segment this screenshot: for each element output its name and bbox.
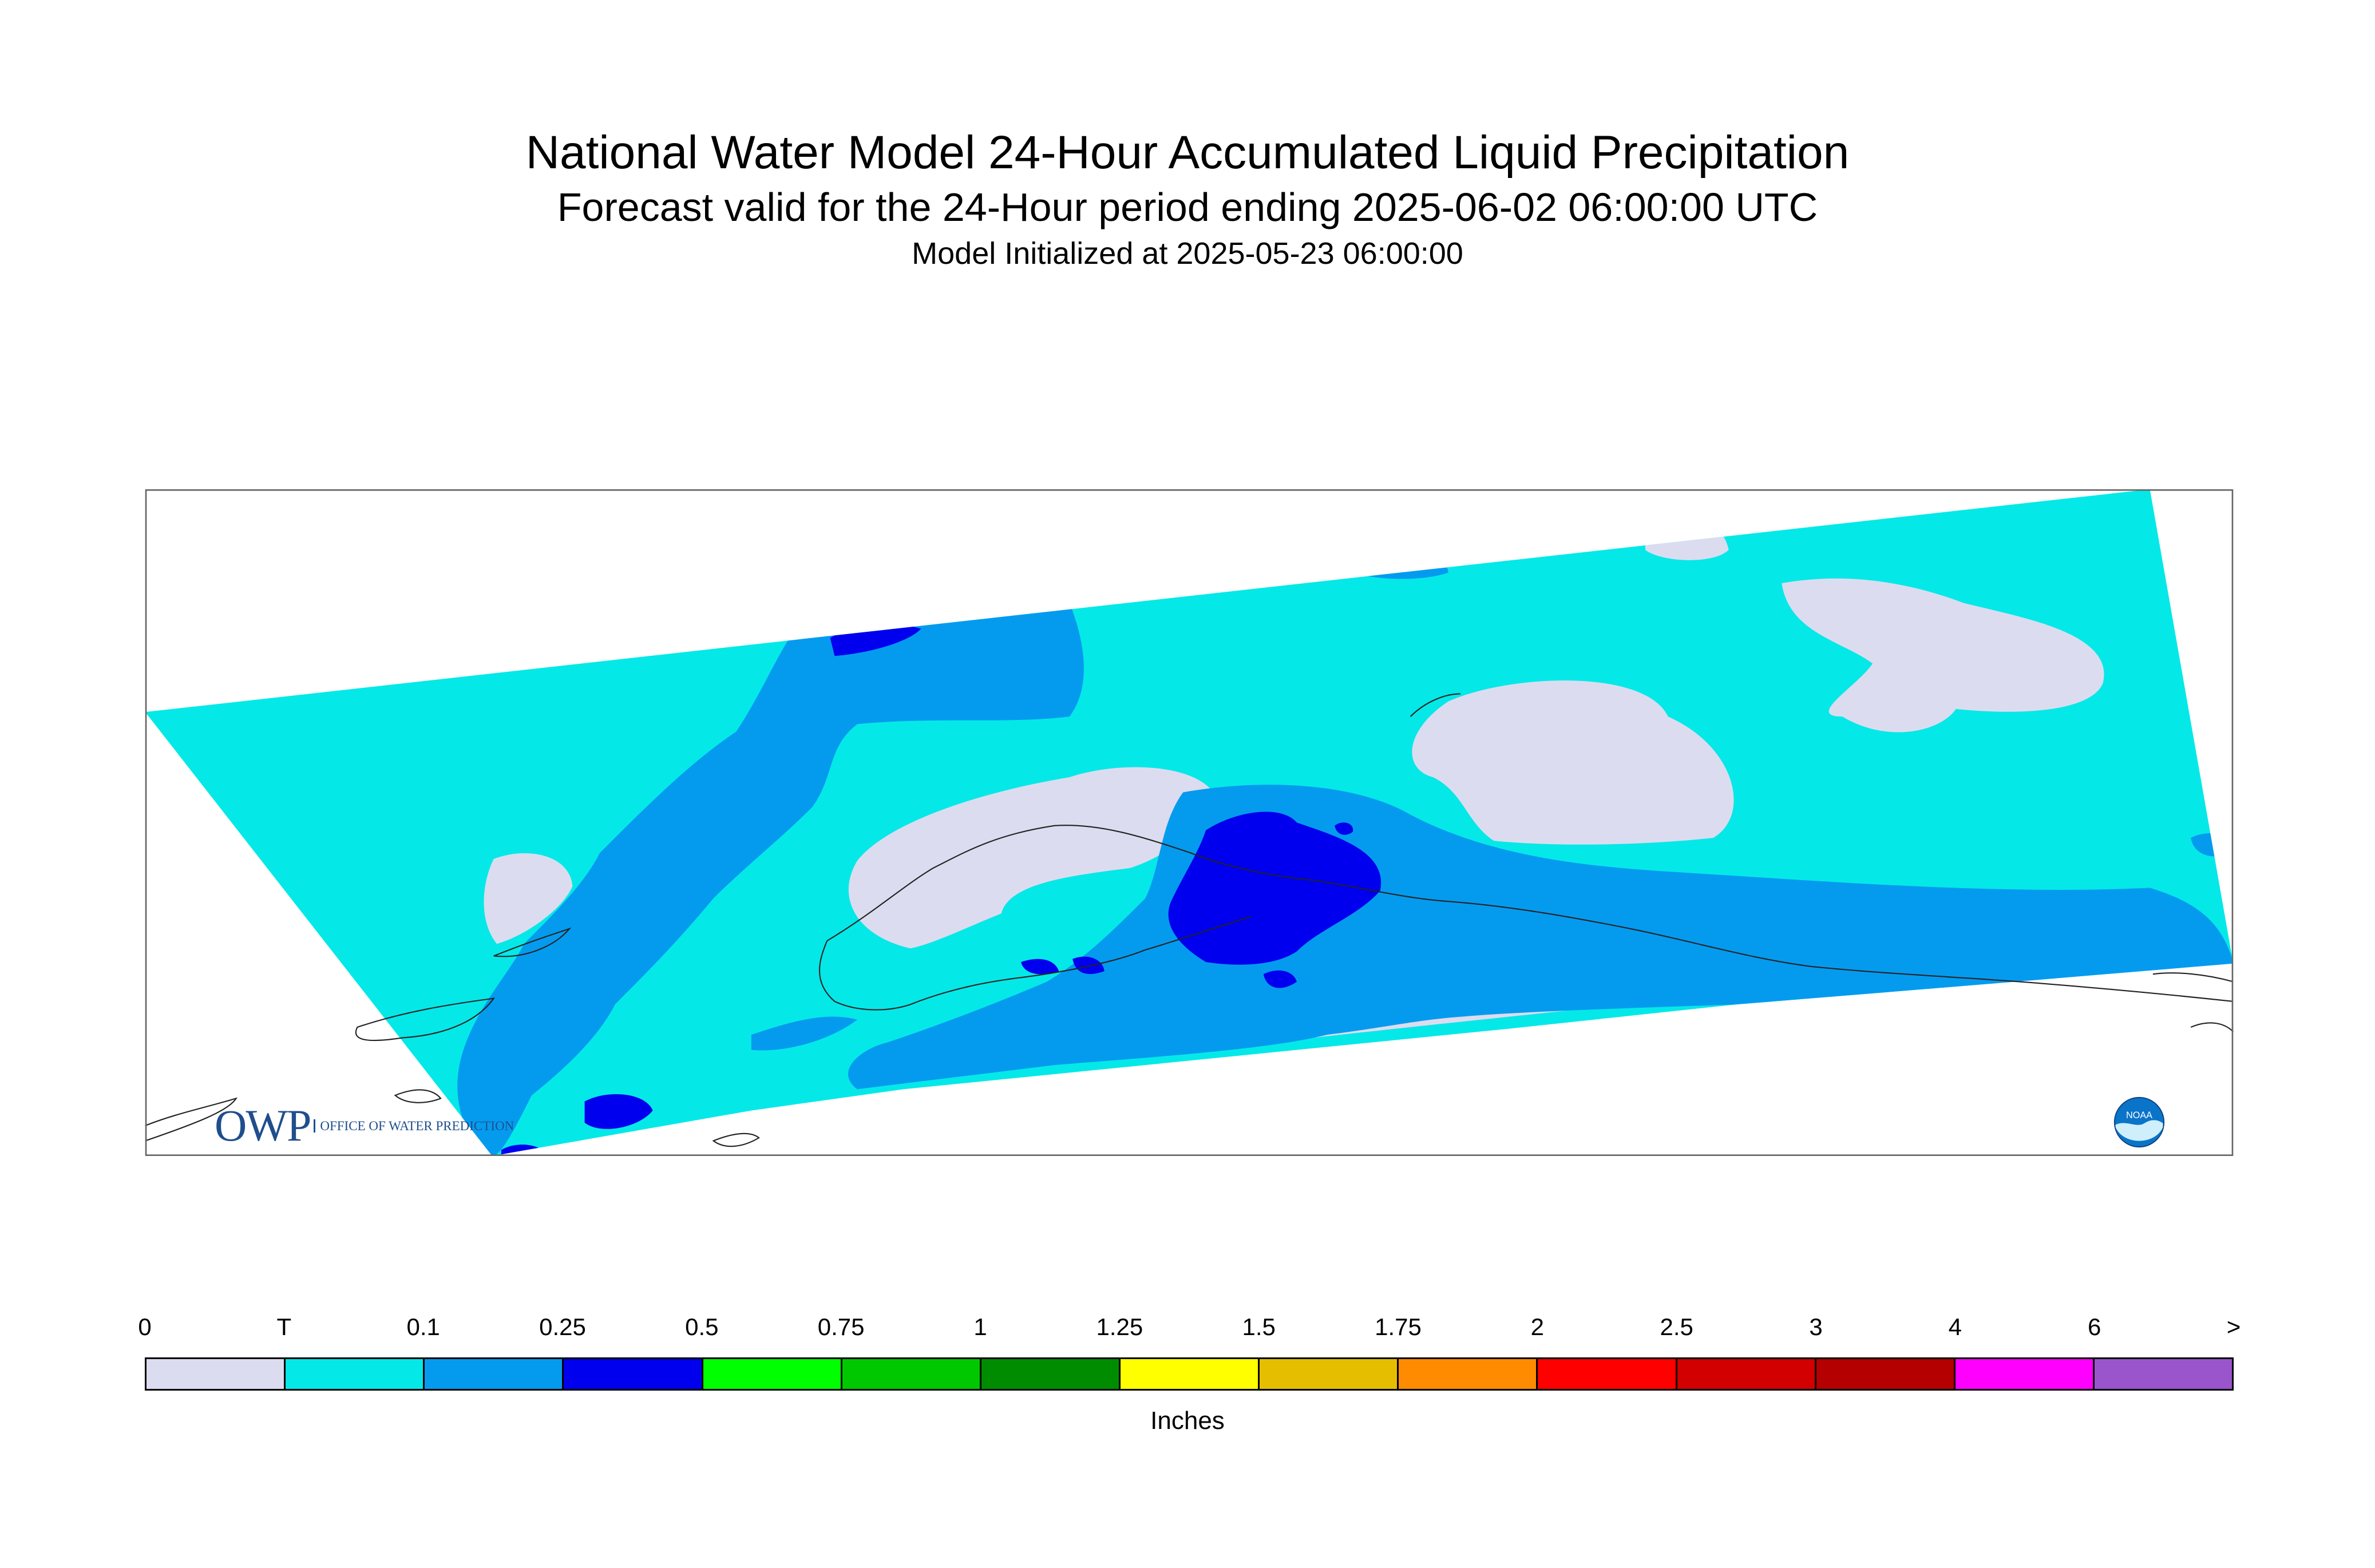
legend-colorbar (145, 1357, 2234, 1391)
legend-tick-label: 2.5 (1660, 1313, 1693, 1340)
coastline (712, 1133, 760, 1147)
legend-units: Inches (1150, 1407, 1225, 1435)
legend-labels: 0 T 0.1 0.25 0.5 0.75 1 1.25 1.5 1.75 2 2.5 3 4 6 > (0, 1313, 2375, 1348)
legend-swatch (1538, 1359, 1677, 1389)
moderate-precip-area (1263, 970, 1297, 988)
zero-precip-area (848, 767, 1214, 949)
moderate-precip-area (1021, 959, 1059, 975)
forecast-valid-subtitle: Forecast valid for the 24-Hour period en… (557, 185, 1818, 229)
coastline (1410, 693, 1460, 717)
legend-tick-label: 0 (138, 1313, 152, 1340)
moderate-precip-area (1335, 822, 1353, 835)
legend-tick-label: 2 (1530, 1313, 1545, 1340)
legend-tick-label: 0.25 (539, 1313, 586, 1340)
zero-precip-area (1412, 680, 1734, 845)
zero-precip-area (484, 853, 573, 944)
legend-swatch (842, 1359, 981, 1389)
legend-tick-label: 0.5 (685, 1313, 719, 1340)
legend-swatch (1260, 1359, 1399, 1389)
legend-tick-label: 6 (2087, 1313, 2101, 1340)
legend-tick-label: 1.5 (1242, 1313, 1276, 1340)
legend-swatch (1399, 1359, 1538, 1389)
legend-tick-label: 1.75 (1375, 1313, 1422, 1340)
map-frame (145, 489, 2234, 1156)
legend-tick-label: T (276, 1313, 292, 1340)
owp-logo: OWP OFFICE OF WATER PREDICTION (215, 1100, 514, 1151)
chart-title: National Water Model 24-Hour Accumulated… (525, 126, 1850, 179)
legend-tick-label: 1 (973, 1313, 987, 1340)
coastline (145, 1097, 238, 1142)
moderate-precip-area (1072, 956, 1105, 975)
precipitation-map (145, 489, 2234, 1156)
legend-tick-label: 3 (1809, 1313, 1823, 1340)
coastline (2190, 1022, 2234, 1032)
legend-swatch (286, 1359, 425, 1389)
legend-tick-label: > (2226, 1313, 2241, 1340)
coastline (818, 916, 1252, 1011)
noaa-logo: NOAA (2113, 1096, 2165, 1148)
legend-swatch (1120, 1359, 1260, 1389)
noaa-logo-text: NOAA (2126, 1110, 2152, 1120)
moderate-precip-area (584, 1094, 653, 1129)
coastline (493, 927, 572, 957)
zero-precip-area (1782, 578, 2104, 732)
owp-logo-text: OFFICE OF WATER PREDICTION (314, 1119, 514, 1133)
coastline (826, 825, 2234, 1002)
coastline (394, 1089, 442, 1103)
legend-tick-label: 1.25 (1096, 1313, 1143, 1340)
legend-swatch (425, 1359, 564, 1389)
coastline (2152, 972, 2234, 983)
legend-tick-label: 0.75 (817, 1313, 865, 1340)
light-precip-area (751, 1016, 858, 1051)
legend-swatch (1677, 1359, 1816, 1389)
coastline (355, 997, 495, 1042)
legend-tick-label: 4 (1948, 1313, 1962, 1340)
legend-swatch (564, 1359, 703, 1389)
legend-swatch (1955, 1359, 2095, 1389)
legend-swatch (1816, 1359, 1956, 1389)
owp-logo-letters: OWP (215, 1100, 311, 1150)
legend-swatch (147, 1359, 286, 1389)
legend-swatch (2094, 1359, 2232, 1389)
legend-tick-label: 0.1 (406, 1313, 440, 1340)
legend-swatch (703, 1359, 842, 1389)
legend-swatch (981, 1359, 1121, 1389)
model-init-line: Model Initialized at 2025-05-23 06:00:00 (912, 236, 1463, 271)
light-precip-area (457, 586, 1084, 1156)
